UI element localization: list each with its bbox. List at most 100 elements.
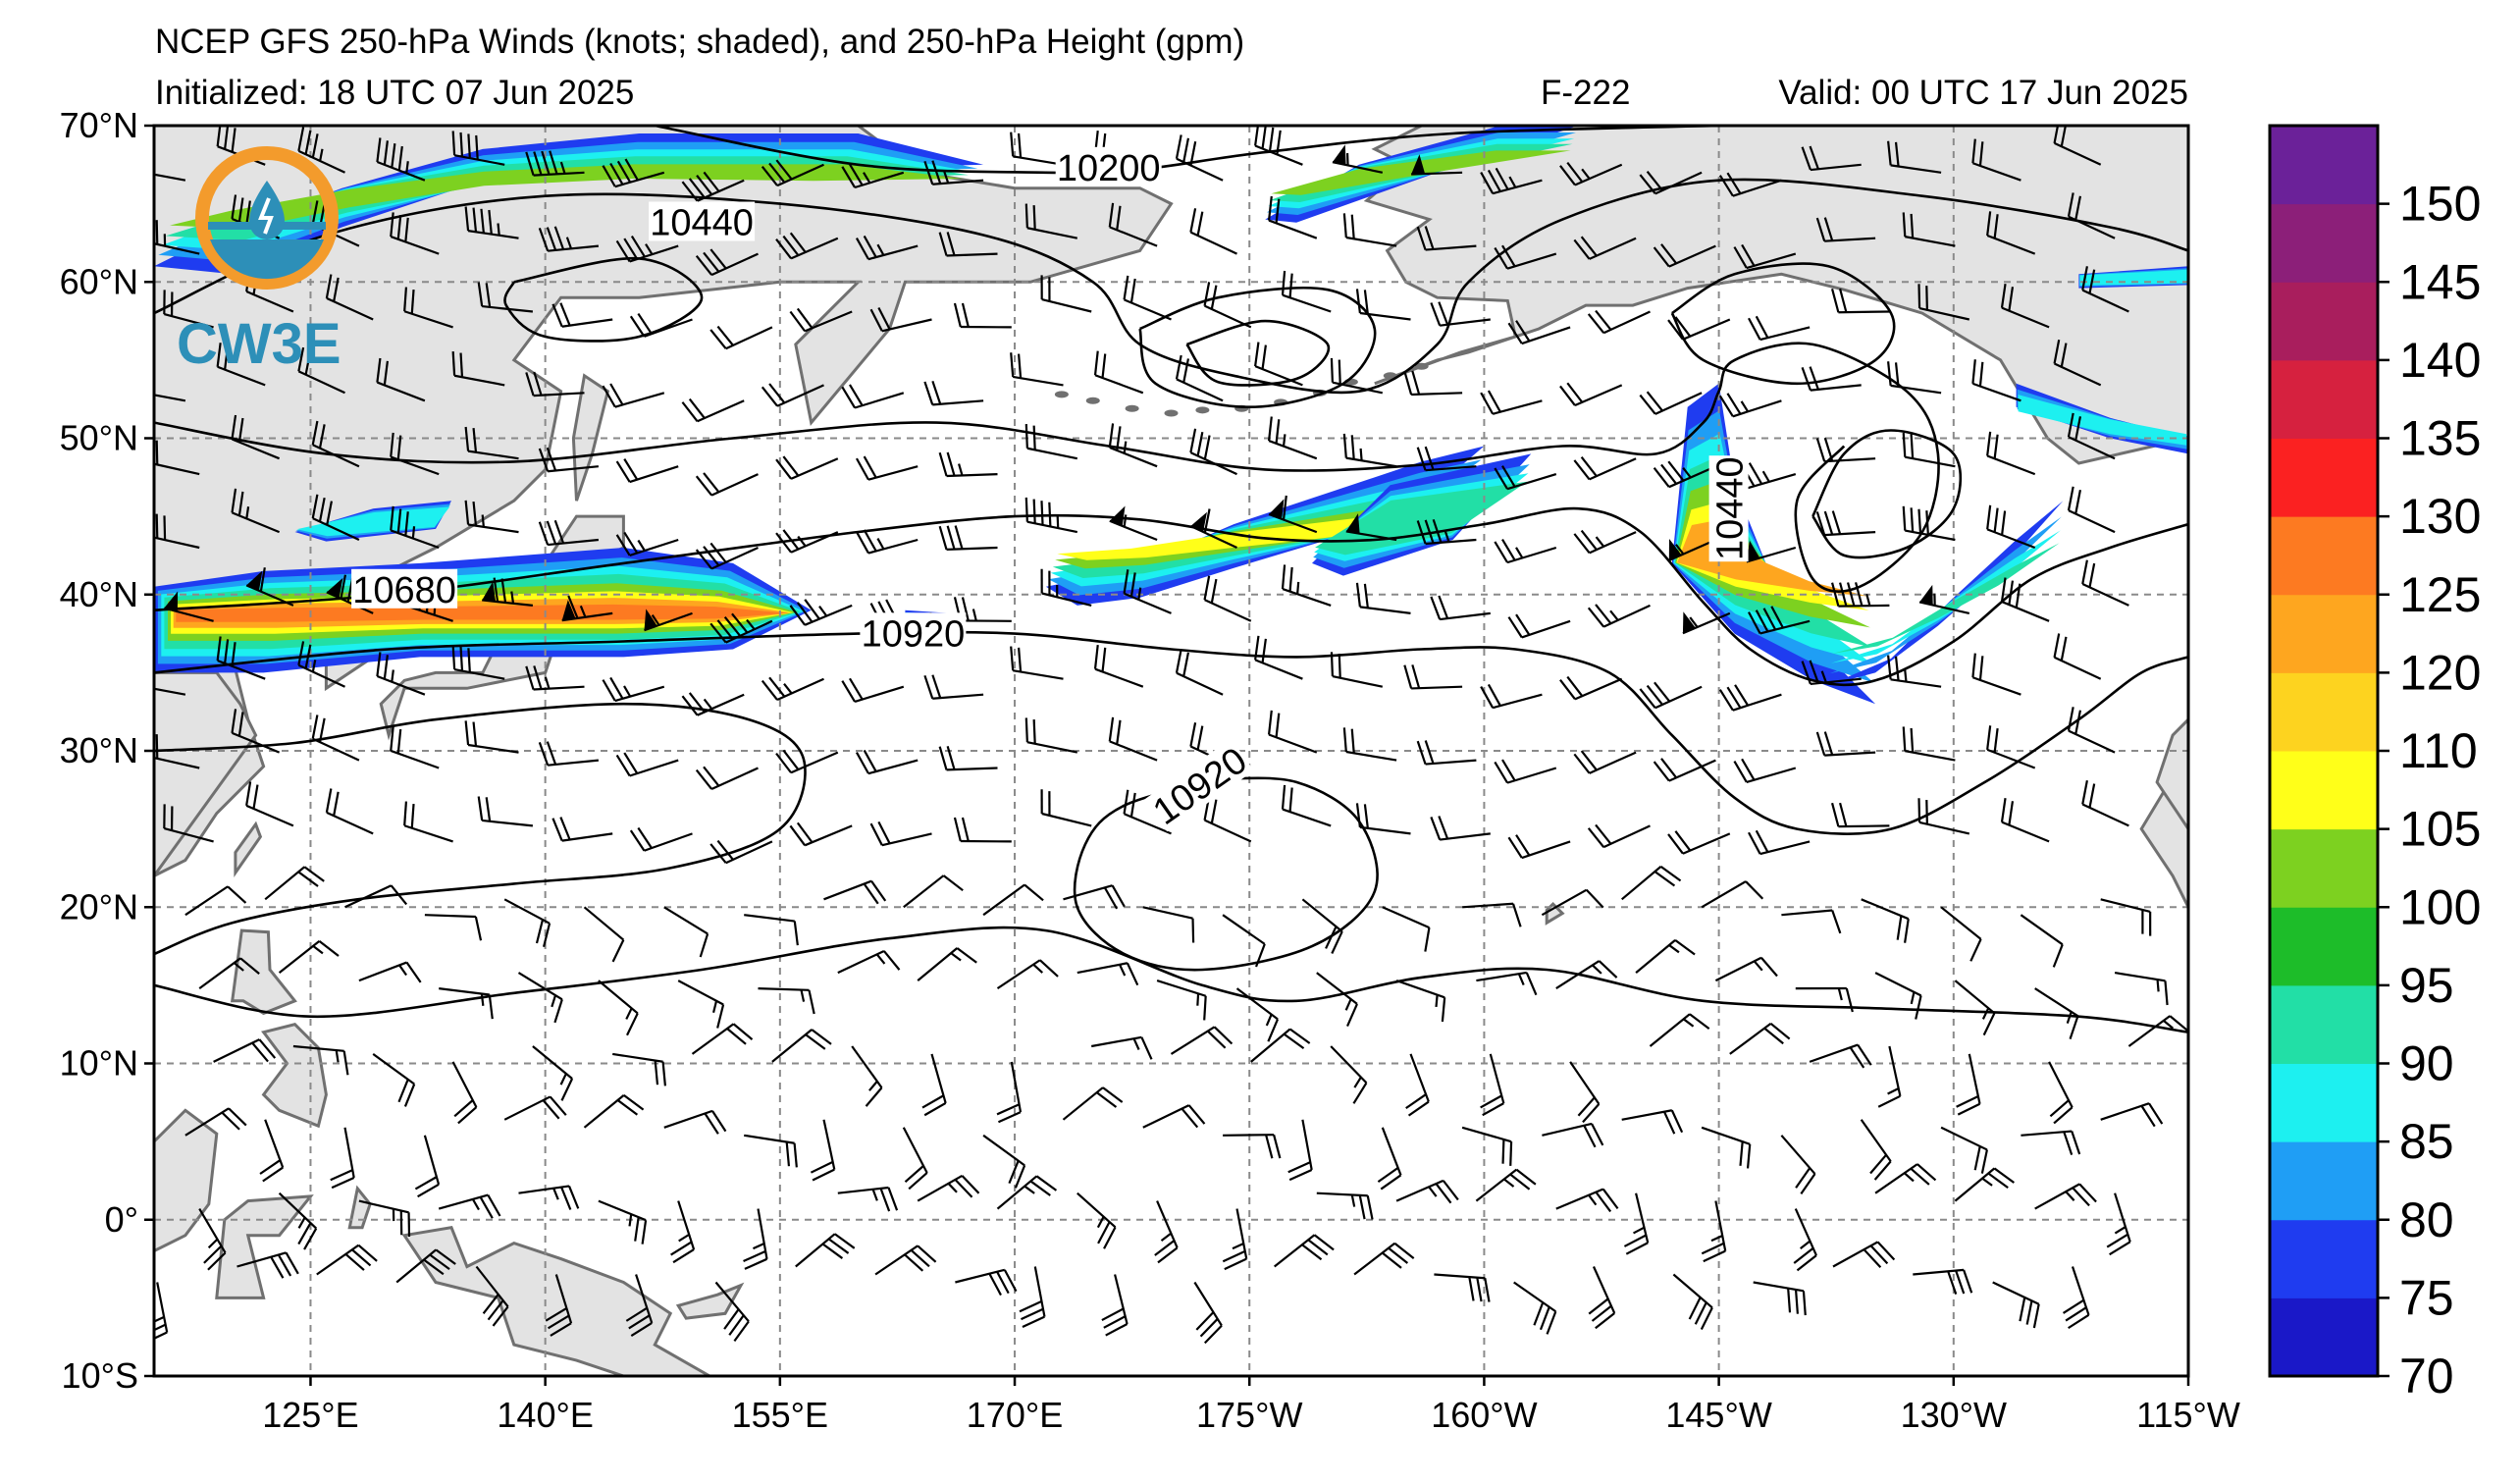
- wind-barb: [503, 1095, 567, 1121]
- wind-barb: [1748, 606, 1811, 635]
- wind-barb: [1815, 510, 1876, 537]
- wind-barb: [1154, 1200, 1179, 1264]
- wind-barb: [464, 500, 519, 534]
- wind-barb: [1480, 683, 1543, 710]
- wind-barb: [681, 397, 745, 423]
- wind-barb: [1430, 595, 1491, 621]
- wind-barb: [1434, 1273, 1491, 1302]
- wind-barb: [164, 591, 214, 622]
- wind-barb: [1093, 350, 1144, 395]
- wind-barb: [789, 599, 853, 626]
- wind-barb: [358, 961, 422, 983]
- wind-barb: [1559, 161, 1623, 186]
- wind-barb: [525, 665, 585, 691]
- lon-tick-label: 115°W: [2136, 1395, 2240, 1435]
- wind-barb: [451, 1061, 478, 1125]
- contour-label: 10920: [860, 612, 967, 655]
- wind-barb: [2081, 266, 2129, 313]
- colorbar-tick-label: 100: [2399, 879, 2481, 934]
- wind-barb: [921, 1053, 947, 1117]
- wind-barb: [714, 1281, 750, 1343]
- wind-barb: [1281, 564, 1332, 607]
- wind-barb: [1019, 1266, 1046, 1328]
- wind-barb: [464, 206, 519, 239]
- wind-barb: [612, 1052, 666, 1086]
- wind-barb: [1940, 1126, 1988, 1174]
- wind-barb: [1733, 758, 1797, 783]
- wind-barb: [841, 163, 905, 189]
- wind-barb: [390, 505, 440, 550]
- contour-bering-low-inner: [1185, 319, 1331, 387]
- wind-barb: [545, 1274, 573, 1337]
- wind-barb: [344, 884, 408, 909]
- borneo: [154, 1108, 219, 1253]
- wind-barb: [744, 1134, 798, 1168]
- wind-barb: [439, 987, 494, 1020]
- wind-barb: [1701, 880, 1764, 909]
- wind-barb: [602, 383, 665, 408]
- lat-tick-label: 0°: [105, 1199, 138, 1240]
- contour-label: 10680: [351, 568, 458, 611]
- jet-northwest-canada: [2016, 383, 2188, 454]
- colorbar-tick-label: 80: [2399, 1192, 2454, 1247]
- lat-tick-label: 40°N: [60, 574, 138, 614]
- wind-barb: [1587, 309, 1651, 335]
- wind-barb: [1917, 284, 1970, 321]
- wind-barb: [1416, 446, 1477, 472]
- wind-barb: [1913, 1268, 1973, 1296]
- wind-barb: [1416, 226, 1477, 251]
- wind-barb: [615, 236, 679, 263]
- wind-barb: [154, 220, 200, 255]
- wind-barb: [1461, 1126, 1513, 1166]
- wind-barb: [1395, 980, 1446, 1023]
- wind-barb: [330, 1127, 355, 1190]
- jet-isotach-band: [1315, 481, 1528, 556]
- wind-barb: [1653, 460, 1716, 489]
- wind-barb: [953, 302, 1012, 329]
- wind-barb: [538, 741, 600, 767]
- wind-barb: [1189, 208, 1237, 255]
- wind-barb: [1281, 270, 1332, 313]
- wind-barb: [464, 720, 519, 754]
- wind-barb: [583, 1093, 645, 1129]
- wind-barb: [789, 821, 853, 847]
- contour-south: [154, 926, 2188, 1033]
- wind-barb: [1733, 243, 1797, 270]
- wind-barb: [1887, 655, 1942, 688]
- wind-barb: [917, 947, 977, 981]
- wind-barb: [236, 1251, 299, 1279]
- wind-barb: [403, 801, 453, 843]
- colorbar-segment: [2270, 1141, 2378, 1221]
- wind-barb: [2048, 1061, 2074, 1125]
- lat-tick-label: 70°N: [60, 105, 138, 145]
- wind-barb: [1250, 1028, 1311, 1063]
- wind-barb: [775, 232, 839, 260]
- wind-barb: [1507, 320, 1571, 345]
- wind-barb: [1860, 1119, 1892, 1181]
- wind-barb: [376, 357, 426, 402]
- wind-barb: [602, 676, 665, 703]
- wind-barb: [1040, 789, 1092, 827]
- wind-barb: [583, 906, 625, 963]
- wind-barb: [1815, 217, 1876, 242]
- wind-barb: [1573, 750, 1637, 774]
- wind-barb: [709, 325, 773, 350]
- korea-china-coast: [154, 670, 258, 878]
- wind-barb: [297, 346, 345, 395]
- lon-tick-label: 140°E: [497, 1395, 593, 1435]
- contour-label: 10200: [1055, 146, 1162, 189]
- wind-barb: [598, 980, 639, 1036]
- wind-barb: [1287, 1119, 1313, 1182]
- wind-barb: [538, 519, 600, 547]
- wind-barb: [1223, 1134, 1282, 1159]
- wind-barb: [1076, 962, 1139, 986]
- wind-barb: [1281, 784, 1332, 827]
- wind-barb: [390, 726, 440, 769]
- wind-barb: [1672, 1273, 1713, 1330]
- colorbar-tick-label: 70: [2399, 1349, 2454, 1404]
- wind-barb: [1954, 1167, 2016, 1202]
- wind-barb: [869, 306, 932, 333]
- lat-tick-label: 60°N: [60, 261, 138, 301]
- cw3e-logo: CW3E: [177, 146, 341, 376]
- wind-barb: [1573, 236, 1637, 260]
